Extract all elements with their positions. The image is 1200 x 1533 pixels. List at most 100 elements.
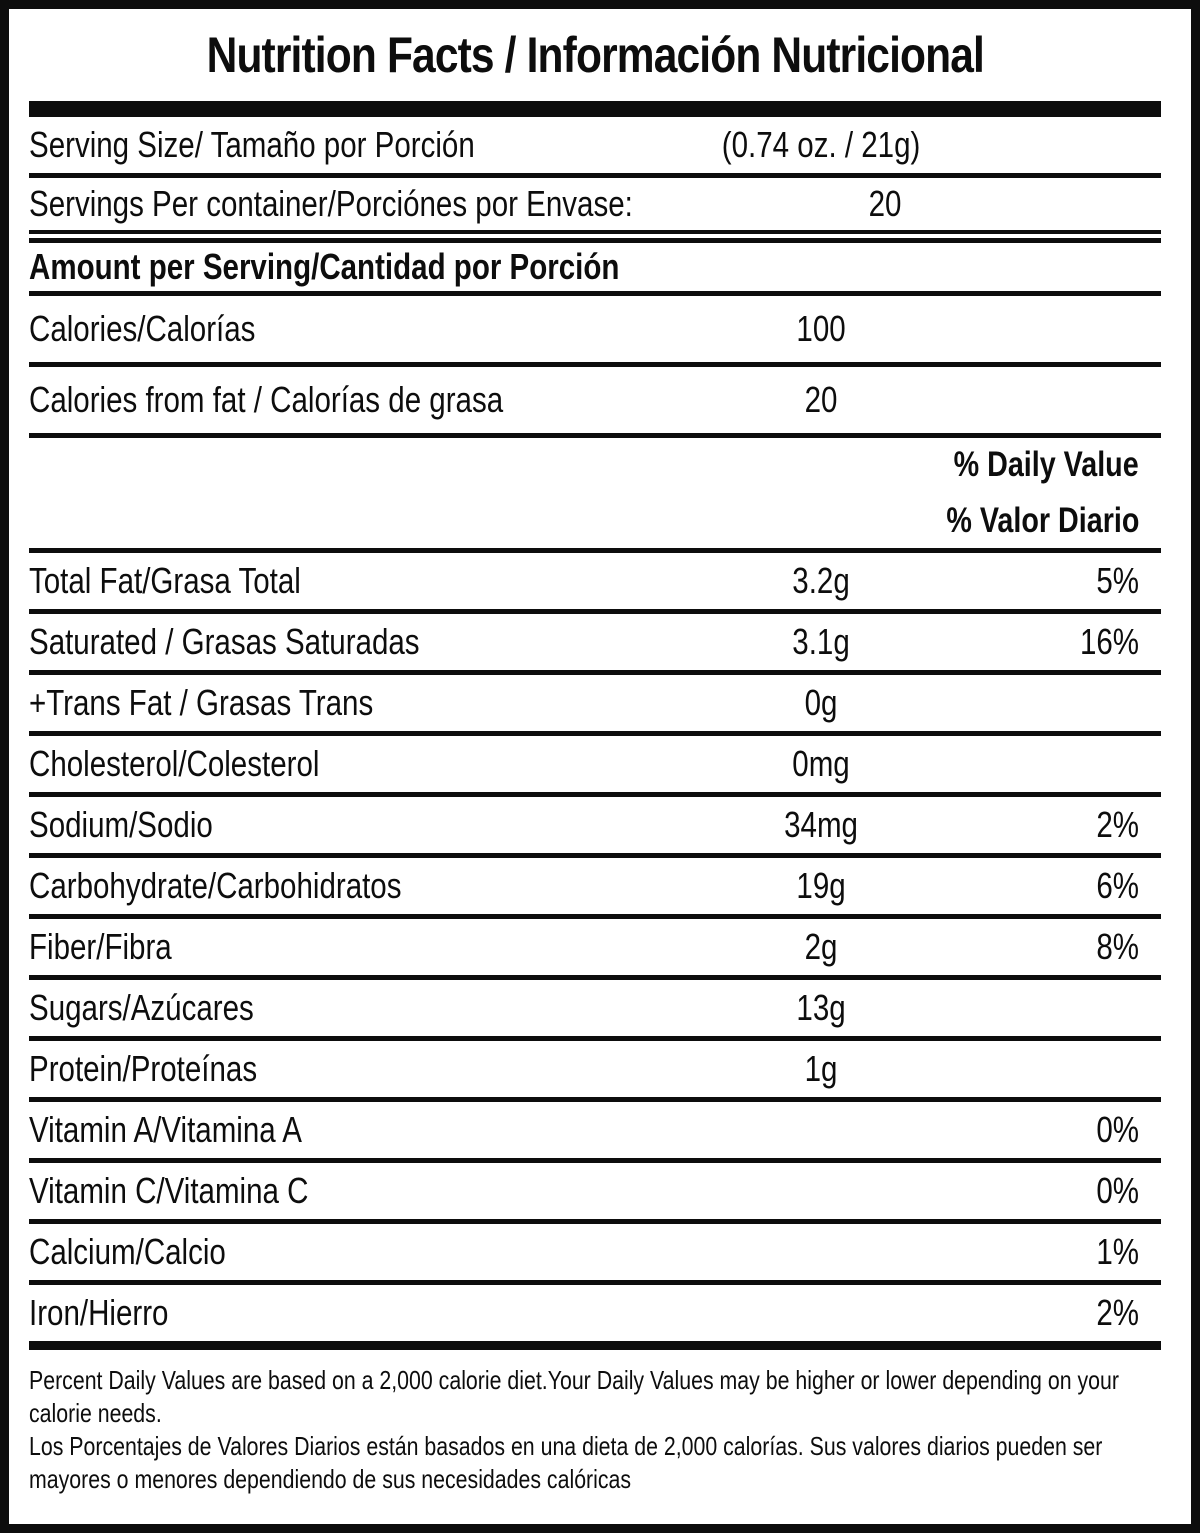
- footnote-section: Percent Daily Values are based on a 2,00…: [29, 1350, 1161, 1496]
- divider: [29, 853, 1161, 858]
- nutrient-row-calcium: Calcium/Calcio 1%: [29, 1224, 1161, 1280]
- nutrient-percent-cell: 8%: [971, 926, 1161, 968]
- servings-per-container-row: Servings Per container/Porciónes por Env…: [29, 178, 1161, 230]
- nutrient-label: Fiber/Fibra: [29, 926, 172, 967]
- calories-row: Calories/Calorías 100: [29, 296, 1161, 362]
- nutrient-label: Vitamin C/Vitamina C: [29, 1170, 309, 1211]
- daily-value-header: % Daily Value % Valor Diario: [29, 438, 1161, 548]
- divider: [29, 1097, 1161, 1102]
- nutrient-label: Iron/Hierro: [29, 1292, 169, 1333]
- nutrient-amount: 0g: [804, 682, 838, 723]
- divider: [29, 1280, 1161, 1285]
- serving-size-row: Serving Size/ Tamaño por Porción (0.74 o…: [29, 117, 1161, 173]
- nutrient-amount-cell: [671, 1231, 971, 1273]
- nutrient-percent-cell: [971, 987, 1161, 1029]
- nutrient-label-cell: Calcium/Calcio: [29, 1231, 671, 1273]
- daily-value-header-es: % Valor Diario: [945, 501, 1139, 540]
- nutrient-percent-cell: [971, 1048, 1161, 1090]
- title-divider-bar: [29, 101, 1161, 117]
- amount-per-serving-header-text: Amount per Serving/Cantidad por Porción: [29, 246, 620, 287]
- nutrient-amount: 19g: [796, 865, 846, 906]
- nutrient-label-cell: Protein/Proteínas: [29, 1048, 671, 1090]
- nutrient-amount-cell: 3.1g: [671, 621, 971, 663]
- divider: [29, 548, 1161, 553]
- nutrient-percent: 2%: [1096, 1292, 1139, 1333]
- nutrient-percent-cell: 16%: [971, 621, 1161, 663]
- divider: [29, 1219, 1161, 1224]
- nutrient-label-cell: Carbohydrate/Carbohidratos: [29, 865, 671, 907]
- nutrient-label-cell: Sodium/Sodio: [29, 804, 671, 846]
- nutrient-percent: 1%: [1096, 1231, 1139, 1272]
- nutrient-row-protein: Protein/Proteínas 1g: [29, 1041, 1161, 1097]
- servings-per-container-label: Servings Per container/Porciónes por Env…: [29, 183, 633, 224]
- divider: [29, 362, 1161, 367]
- nutrient-label: Vitamin A/Vitamina A: [29, 1109, 302, 1150]
- nutrient-percent-cell: 0%: [971, 1170, 1161, 1212]
- nutrient-label-cell: Sugars/Azúcares: [29, 987, 671, 1029]
- nutrient-amount-cell: 13g: [671, 987, 971, 1029]
- divider: [29, 291, 1161, 296]
- nutrient-label: +Trans Fat / Grasas Trans: [29, 682, 374, 723]
- daily-value-header-en-line: % Daily Value: [913, 445, 1139, 485]
- nutrient-percent-cell: 2%: [971, 804, 1161, 846]
- nutrient-percent-cell: 0%: [971, 1109, 1161, 1151]
- nutrient-amount-cell: 3.2g: [671, 560, 971, 602]
- nutrient-percent-cell: [971, 682, 1161, 724]
- nutrient-amount-cell: 0g: [671, 682, 971, 724]
- nutrient-row-vitamin-a: Vitamin A/Vitamina A 0%: [29, 1102, 1161, 1158]
- calories-label-cell: Calories/Calorías: [29, 308, 671, 350]
- servings-per-container-value: 20: [868, 183, 902, 224]
- nutrient-percent: 8%: [1096, 926, 1139, 967]
- label-title: Nutrition Facts / Información Nutriciona…: [29, 9, 1161, 101]
- serving-size-value-cell: (0.74 oz. / 21g): [671, 124, 971, 166]
- servings-per-container-value-cell: 20: [765, 183, 1005, 225]
- divider: [29, 609, 1161, 614]
- nutrient-amount: 13g: [796, 987, 846, 1028]
- nutrient-label: Sodium/Sodio: [29, 804, 213, 845]
- divider: [29, 173, 1161, 178]
- divider: [29, 792, 1161, 797]
- nutrient-amount-cell: 19g: [671, 865, 971, 907]
- nutrient-amount: 3.1g: [792, 621, 850, 662]
- nutrient-row-total-fat: Total Fat/Grasa Total 3.2g 5%: [29, 553, 1161, 609]
- divider: [29, 670, 1161, 675]
- nutrient-label: Carbohydrate/Carbohidratos: [29, 865, 402, 906]
- nutrient-amount: 0mg: [792, 743, 850, 784]
- nutrient-amount: 3.2g: [792, 560, 850, 601]
- nutrient-label: Sugars/Azúcares: [29, 987, 254, 1028]
- calories-value-cell: 100: [671, 308, 971, 350]
- nutrient-row-cholesterol: Cholesterol/Colesterol 0mg: [29, 736, 1161, 792]
- calories-value: 100: [796, 308, 846, 349]
- nutrient-percent-cell: 2%: [971, 1292, 1161, 1334]
- nutrient-row-fiber: Fiber/Fibra 2g 8%: [29, 919, 1161, 975]
- nutrient-amount: 1g: [804, 1048, 838, 1089]
- nutrient-label-cell: +Trans Fat / Grasas Trans: [29, 682, 671, 724]
- nutrient-percent: 6%: [1096, 865, 1139, 906]
- divider: [29, 975, 1161, 980]
- divider: [29, 731, 1161, 736]
- nutrient-amount-cell: [671, 1170, 971, 1212]
- nutrient-percent-cell: 6%: [971, 865, 1161, 907]
- nutrient-label: Saturated / Grasas Saturadas: [29, 621, 420, 662]
- nutrient-percent: 0%: [1096, 1109, 1139, 1150]
- nutrient-label-cell: Cholesterol/Colesterol: [29, 743, 671, 785]
- nutrient-label-cell: Total Fat/Grasa Total: [29, 560, 671, 602]
- nutrient-percent: 5%: [1096, 560, 1139, 601]
- calories-from-fat-label-cell: Calories from fat / Calorías de grasa: [29, 379, 671, 421]
- serving-size-value: (0.74 oz. / 21g): [721, 124, 921, 165]
- nutrient-row-saturated-fat: Saturated / Grasas Saturadas 3.1g 16%: [29, 614, 1161, 670]
- daily-value-header-en: % Daily Value: [953, 445, 1139, 484]
- nutrient-percent: 2%: [1096, 804, 1139, 845]
- nutrient-row-carbohydrate: Carbohydrate/Carbohidratos 19g 6%: [29, 858, 1161, 914]
- nutrient-label: Cholesterol/Colesterol: [29, 743, 320, 784]
- nutrient-amount-cell: [671, 1292, 971, 1334]
- nutrient-amount-cell: 34mg: [671, 804, 971, 846]
- nutrient-amount-cell: 1g: [671, 1048, 971, 1090]
- nutrient-percent: 0%: [1096, 1170, 1139, 1211]
- nutrient-row-trans-fat: +Trans Fat / Grasas Trans 0g: [29, 675, 1161, 731]
- double-divider: [29, 230, 1161, 243]
- nutrient-row-sugars: Sugars/Azúcares 13g: [29, 980, 1161, 1036]
- nutrient-percent-cell: 5%: [971, 560, 1161, 602]
- divider: [29, 433, 1161, 438]
- nutrient-percent-cell: 1%: [971, 1231, 1161, 1273]
